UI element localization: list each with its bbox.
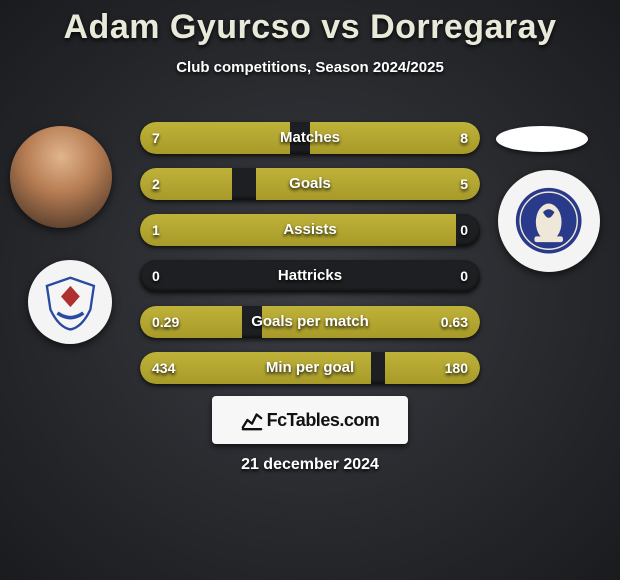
stat-row: 434180Min per goal bbox=[140, 352, 480, 384]
stat-row: 10Assists bbox=[140, 214, 480, 246]
player1-avatar bbox=[10, 126, 112, 228]
stat-label: Goals bbox=[140, 168, 480, 200]
brand-badge: FcTables.com bbox=[212, 396, 408, 444]
player2-club-crest bbox=[498, 170, 600, 272]
stat-label: Assists bbox=[140, 214, 480, 246]
chart-icon bbox=[241, 409, 263, 431]
stat-row: 0.290.63Goals per match bbox=[140, 306, 480, 338]
stats-bars: 78Matches 25Goals 10Assists 00Hattricks 0.29… bbox=[140, 122, 480, 398]
stat-label: Matches bbox=[140, 122, 480, 154]
stat-row: 78Matches bbox=[140, 122, 480, 154]
player2-avatar bbox=[496, 126, 588, 152]
stat-label: Min per goal bbox=[140, 352, 480, 384]
stat-row: 00Hattricks bbox=[140, 260, 480, 292]
player1-club-crest bbox=[28, 260, 112, 344]
anorthosis-crest-icon bbox=[41, 273, 100, 332]
date-label: 21 december 2024 bbox=[0, 456, 620, 474]
apollon-crest-icon bbox=[513, 185, 584, 256]
subtitle: Club competitions, Season 2024/2025 bbox=[0, 59, 620, 76]
comparison-card: Adam Gyurcso vs Dorregaray Club competit… bbox=[0, 0, 620, 580]
stat-label: Goals per match bbox=[140, 306, 480, 338]
stat-row: 25Goals bbox=[140, 168, 480, 200]
stat-label: Hattricks bbox=[140, 260, 480, 292]
page-title: Adam Gyurcso vs Dorregaray bbox=[0, 8, 620, 47]
brand-label: FcTables.com bbox=[267, 410, 380, 431]
